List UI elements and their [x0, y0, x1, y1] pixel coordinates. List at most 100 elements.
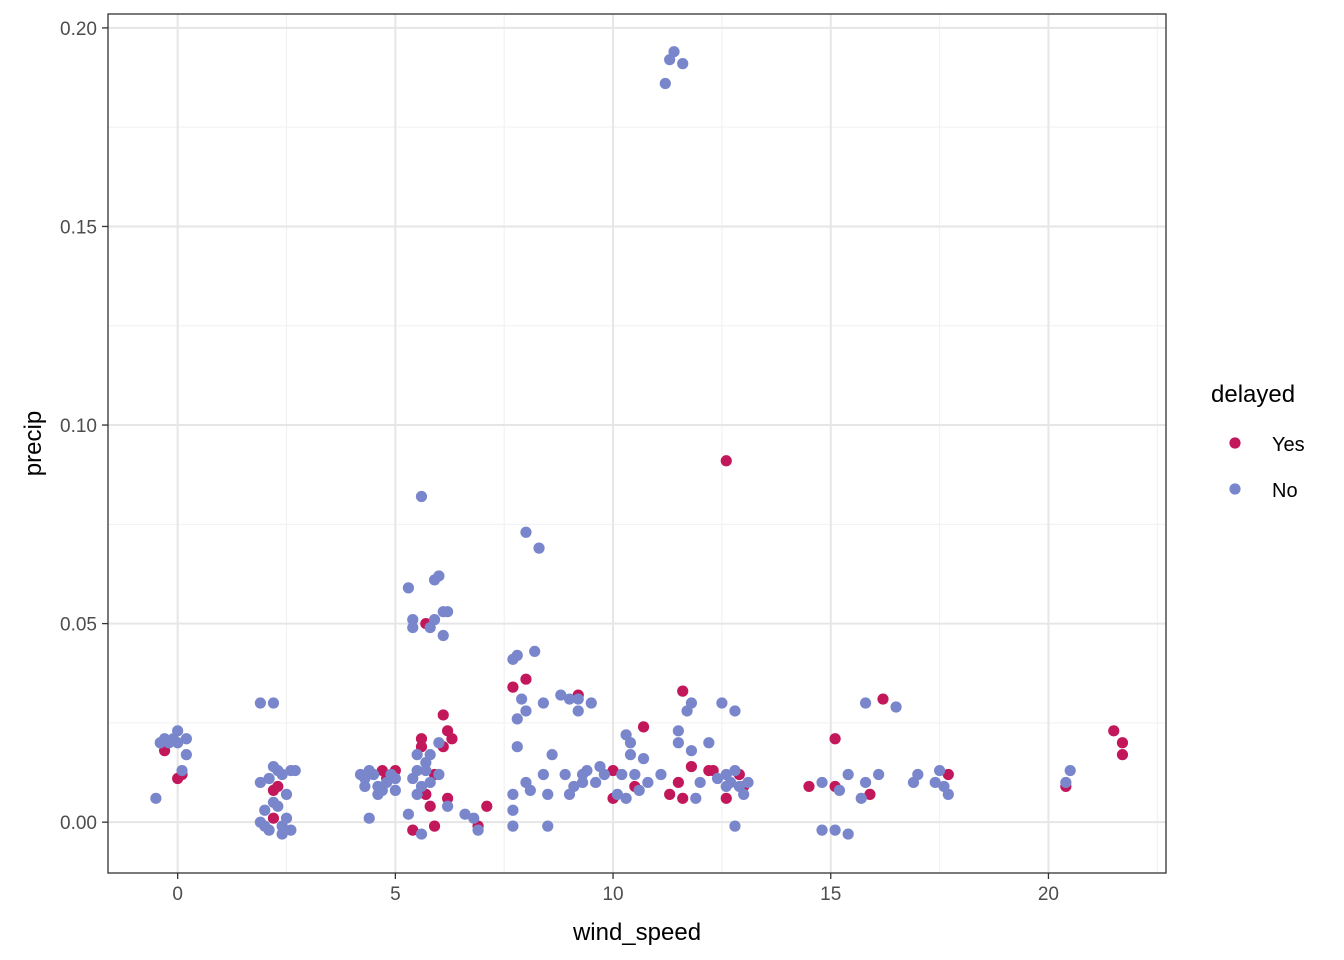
point-no — [511, 713, 523, 725]
point-no — [363, 812, 375, 824]
grid-minor — [108, 14, 1166, 873]
point-no — [842, 828, 854, 840]
point-no — [424, 776, 436, 789]
x-axis-title: wind_speed — [572, 919, 701, 946]
point-yes — [720, 792, 732, 804]
point-no — [263, 772, 275, 785]
point-yes — [1116, 737, 1129, 749]
point-no — [442, 800, 454, 812]
point-no — [359, 780, 371, 793]
point-no — [276, 828, 288, 840]
point-no — [873, 768, 885, 781]
point-no — [542, 820, 554, 832]
point-no — [633, 784, 645, 796]
y-tick-label: 0.00 — [60, 813, 97, 834]
point-yes — [267, 812, 280, 824]
point-no — [524, 784, 536, 796]
y-axis-title: precip — [20, 411, 47, 476]
point-no — [616, 768, 628, 781]
point-no — [572, 705, 584, 717]
legend-label-no: No — [1272, 480, 1298, 502]
point-no — [703, 737, 715, 749]
point-no — [859, 697, 872, 709]
point-no — [624, 749, 637, 761]
point-no — [546, 749, 558, 761]
point-yes — [672, 776, 684, 789]
point-no — [668, 46, 680, 58]
point-yes — [803, 780, 815, 793]
point-no — [620, 792, 632, 804]
point-no — [1060, 776, 1072, 789]
point-no — [690, 792, 702, 804]
point-yes — [677, 685, 689, 697]
point-no — [542, 788, 554, 800]
point-no — [655, 768, 667, 781]
point-yes — [272, 780, 284, 793]
point-yes — [607, 764, 619, 777]
point-yes — [428, 820, 441, 832]
point-no — [659, 77, 671, 90]
point-no — [716, 697, 728, 709]
point-no — [442, 606, 454, 618]
point-yes — [829, 733, 841, 745]
point-no — [672, 737, 684, 749]
point-no — [629, 768, 641, 781]
point-no — [829, 824, 841, 836]
legend-title: delayed — [1211, 381, 1295, 408]
point-no — [180, 749, 192, 761]
point-no — [254, 697, 266, 709]
point-yes — [481, 800, 493, 812]
point-no — [176, 764, 188, 777]
point-yes — [407, 824, 419, 836]
point-no — [276, 768, 288, 781]
point-no — [929, 776, 941, 789]
point-yes — [507, 681, 519, 693]
point-no — [420, 764, 432, 777]
point-no — [590, 776, 602, 789]
x-tick-label: 10 — [602, 884, 623, 905]
point-no — [720, 780, 732, 793]
point-no — [415, 780, 428, 793]
point-no — [507, 804, 519, 816]
point-yes — [415, 733, 428, 745]
point-no — [407, 621, 419, 634]
data-points — [150, 46, 1129, 840]
point-no — [537, 768, 549, 781]
point-no — [855, 792, 867, 804]
point-no — [280, 788, 293, 800]
point-yes — [877, 693, 889, 705]
point-yes — [942, 768, 954, 781]
point-no — [402, 808, 415, 820]
point-yes — [664, 788, 676, 800]
point-no — [677, 58, 689, 70]
x-tick-label: 15 — [820, 884, 841, 905]
point-yes — [864, 788, 876, 800]
point-no — [1064, 764, 1076, 777]
point-no — [816, 776, 828, 789]
point-no — [433, 737, 445, 749]
point-no — [711, 772, 724, 785]
point-no — [415, 490, 428, 503]
point-no — [172, 737, 184, 749]
point-no — [150, 792, 162, 804]
point-no — [729, 705, 741, 717]
point-yes — [720, 455, 732, 467]
point-no — [407, 614, 419, 626]
point-no — [415, 828, 428, 840]
point-no — [611, 788, 624, 800]
point-no — [642, 776, 654, 789]
point-no — [267, 697, 280, 709]
point-no — [433, 570, 445, 582]
point-no — [420, 756, 432, 769]
point-no — [285, 824, 297, 836]
point-no — [520, 526, 532, 538]
x-tick-label: 20 — [1038, 884, 1059, 905]
point-no — [685, 745, 698, 757]
point-no — [402, 582, 415, 594]
point-no — [537, 697, 549, 709]
point-no — [389, 784, 401, 796]
point-no — [833, 784, 846, 796]
point-no — [180, 733, 192, 745]
point-yes — [446, 733, 458, 745]
